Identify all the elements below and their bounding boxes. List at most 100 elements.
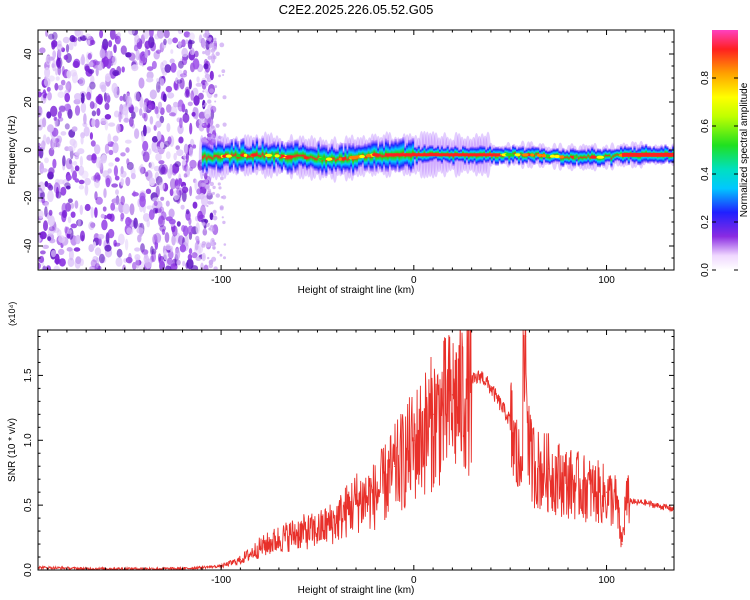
noise-blob bbox=[102, 56, 109, 67]
signal-peak bbox=[553, 154, 561, 159]
snr-marks bbox=[38, 330, 674, 570]
noise-blob bbox=[46, 136, 51, 145]
noise-blob bbox=[40, 250, 46, 255]
noise-blob bbox=[83, 126, 90, 137]
signal-band-segment bbox=[336, 149, 339, 170]
noise-blob bbox=[201, 241, 206, 246]
noise-blob bbox=[148, 148, 152, 155]
noise-blob bbox=[104, 102, 110, 110]
noise-blob bbox=[133, 217, 138, 229]
signal-band-segment bbox=[309, 146, 312, 168]
noise-blob bbox=[193, 95, 200, 106]
noise-blob bbox=[189, 122, 193, 135]
noise-blob bbox=[155, 185, 160, 198]
noise-blob bbox=[169, 178, 177, 190]
noise-blob bbox=[202, 90, 205, 93]
noise-blob bbox=[159, 141, 165, 149]
noise-blob bbox=[94, 191, 98, 201]
snr-axes: -100 0 100 0.0 0.5 1.0 1.5 bbox=[23, 330, 674, 586]
noise-blob bbox=[176, 149, 184, 157]
noise-blob bbox=[118, 111, 122, 123]
noise-blob bbox=[58, 105, 66, 113]
noise-blob bbox=[60, 79, 66, 86]
noise-blob bbox=[129, 203, 135, 216]
noise-blob bbox=[219, 205, 224, 210]
snr-data-point bbox=[316, 527, 319, 530]
noise-blob bbox=[222, 195, 227, 200]
noise-blob bbox=[41, 197, 46, 204]
signal-band-segment bbox=[560, 150, 563, 167]
signal-band-segment bbox=[203, 142, 206, 170]
signal-band-segment bbox=[535, 146, 538, 162]
noise-blob bbox=[144, 258, 152, 269]
noise-blob bbox=[111, 82, 118, 94]
y-tick-label: -40 bbox=[23, 238, 34, 253]
noise-blob bbox=[52, 31, 58, 41]
noise-blob bbox=[213, 94, 218, 98]
noise-blob bbox=[211, 125, 215, 129]
noise-blob bbox=[109, 30, 116, 40]
noise-blob bbox=[121, 66, 125, 73]
signal-peak bbox=[544, 154, 550, 158]
noise-blob bbox=[73, 140, 78, 149]
noise-blob bbox=[167, 92, 175, 99]
noise-blob bbox=[90, 140, 96, 147]
noise-blob bbox=[156, 130, 162, 141]
noise-blob bbox=[74, 165, 80, 172]
noise-blob bbox=[214, 85, 218, 89]
noise-blob bbox=[133, 44, 139, 52]
signal-band-segment bbox=[315, 147, 318, 171]
signal-band-segment bbox=[429, 144, 432, 162]
noise-blob bbox=[212, 239, 215, 243]
signal-peak bbox=[353, 155, 359, 159]
noise-blob bbox=[62, 210, 68, 218]
noise-blob bbox=[155, 153, 162, 162]
noise-blob bbox=[114, 175, 120, 181]
snr-data-point bbox=[259, 546, 261, 548]
signal-band-ridge bbox=[384, 153, 501, 157]
noise-blob bbox=[89, 265, 97, 270]
noise-blob bbox=[188, 32, 195, 41]
noise-blob bbox=[162, 60, 168, 67]
y-tick-label: 1.0 bbox=[23, 433, 34, 447]
noise-blob bbox=[71, 126, 78, 132]
noise-blob bbox=[165, 200, 170, 207]
snr-data-point bbox=[413, 439, 415, 441]
noise-blob bbox=[156, 30, 165, 39]
noise-blob bbox=[80, 55, 86, 66]
noise-blob bbox=[113, 110, 120, 118]
noise-blob bbox=[65, 158, 73, 170]
noise-blob bbox=[204, 179, 209, 184]
noise-blob bbox=[64, 226, 68, 234]
noise-blob bbox=[38, 210, 44, 219]
noise-blob bbox=[208, 43, 214, 49]
noise-blob bbox=[52, 227, 60, 233]
noise-blob bbox=[158, 215, 164, 225]
noise-blob bbox=[38, 145, 42, 157]
noise-blob bbox=[66, 174, 72, 181]
signal-band-segment bbox=[383, 145, 386, 167]
noise-blob bbox=[105, 175, 112, 185]
noise-blob bbox=[154, 106, 159, 115]
noise-blob bbox=[169, 58, 175, 64]
noise-blob bbox=[181, 47, 188, 58]
signal-band-segment bbox=[500, 147, 503, 165]
noise-blob bbox=[94, 207, 98, 218]
noise-blob bbox=[179, 117, 183, 129]
noise-blob bbox=[188, 146, 194, 157]
noise-blob bbox=[189, 47, 195, 56]
noise-blob bbox=[185, 165, 191, 176]
noise-blob bbox=[90, 222, 96, 229]
noise-blob bbox=[163, 38, 167, 46]
noise-blob bbox=[73, 247, 81, 252]
noise-blob bbox=[42, 265, 47, 270]
noise-blob bbox=[177, 41, 182, 49]
noise-blob bbox=[97, 233, 105, 240]
noise-blob bbox=[200, 182, 205, 187]
spectrogram-x-axis-label: Height of straight line (km) bbox=[298, 285, 415, 296]
noise-blob bbox=[42, 117, 47, 128]
noise-blob bbox=[191, 111, 196, 117]
noise-blob bbox=[142, 140, 149, 152]
noise-blob bbox=[204, 108, 211, 119]
